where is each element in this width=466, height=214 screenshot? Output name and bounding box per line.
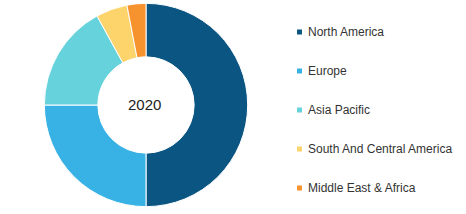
svg-text:North America: North America [308,25,384,39]
svg-text:Middle East & Africa: Middle East & Africa [308,181,416,195]
svg-text:South And Central America: South And Central America [308,142,452,156]
svg-text:Asia Pacific: Asia Pacific [308,103,370,117]
svg-text:2020: 2020 [128,96,161,113]
svg-text:Europe: Europe [308,64,347,78]
